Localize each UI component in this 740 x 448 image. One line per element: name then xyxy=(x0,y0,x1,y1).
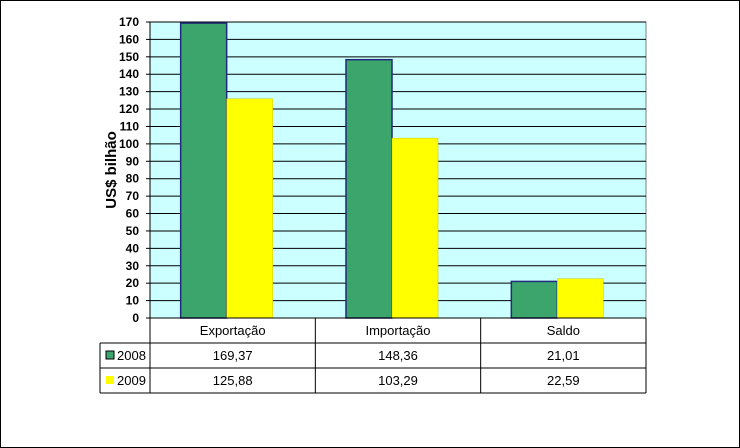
bar-2008-exportação xyxy=(179,22,228,319)
y-tick-label: 130 xyxy=(119,85,139,99)
bar-2009-exportação xyxy=(226,98,273,319)
y-tick-label: 100 xyxy=(119,137,139,151)
legend-label: 2008 xyxy=(117,348,146,363)
y-tick-label: 50 xyxy=(126,224,140,238)
data-label: 103,29 xyxy=(378,373,418,388)
data-label: 169,37 xyxy=(213,348,253,363)
table-header-cell: Exportação xyxy=(200,323,266,338)
y-tick-label: 120 xyxy=(119,102,139,116)
y-tick-label: 0 xyxy=(132,311,139,325)
y-axis-title: US$ bilhão xyxy=(103,131,120,209)
y-tick-label: 10 xyxy=(126,294,140,308)
bar-2009-saldo xyxy=(557,278,604,319)
bar-2008-importação xyxy=(345,58,393,319)
y-tick-label: 140 xyxy=(119,67,139,81)
table-header-cell: Saldo xyxy=(547,323,580,338)
y-tick-label: 20 xyxy=(126,276,140,290)
bars xyxy=(179,22,604,319)
legend-key-2008 xyxy=(105,350,115,360)
y-tick-label: 110 xyxy=(120,119,140,133)
y-tick-label: 90 xyxy=(126,154,140,168)
legend-label: 2009 xyxy=(117,373,146,388)
data-label: 22,59 xyxy=(547,373,580,388)
data-table: Exportação Importação Saldo 2008 169,37 148,3… xyxy=(99,317,647,394)
legend-key-2009 xyxy=(106,376,114,384)
y-tick-label: 70 xyxy=(126,189,140,203)
y-tick-label: 80 xyxy=(126,172,140,186)
y-tick-label: 60 xyxy=(126,207,140,221)
bar-2009-importação xyxy=(391,137,439,319)
data-label: 148,36 xyxy=(378,348,418,363)
y-axis-ticks: 0 10 20 30 40 50 60 70 80 90 100 110 120 130 140 150 160… xyxy=(119,15,151,325)
table-header-cell: Importação xyxy=(365,323,430,338)
bar-2008-saldo xyxy=(510,280,559,319)
data-label: 125,88 xyxy=(213,373,253,388)
y-tick-label: 150 xyxy=(119,50,139,64)
y-tick-label: 40 xyxy=(126,241,140,255)
y-tick-label: 160 xyxy=(119,32,139,46)
y-tick-label: 30 xyxy=(126,259,140,273)
data-label: 21,01 xyxy=(547,348,580,363)
y-tick-label: 170 xyxy=(119,15,139,29)
